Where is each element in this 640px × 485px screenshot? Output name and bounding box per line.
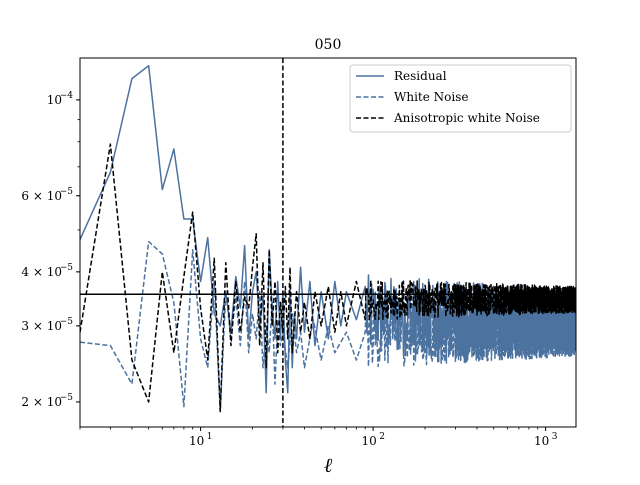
reference-lines xyxy=(80,58,576,427)
chart-title: 050 xyxy=(315,37,342,53)
legend-label-2: Anisotropic white Noise xyxy=(393,111,540,125)
y-tick-label: 3 × 10 xyxy=(21,319,62,333)
x-tick-label: 10 xyxy=(534,434,549,448)
y-tick-label: 6 × 10 xyxy=(21,189,62,203)
x-tick-label: 10 xyxy=(189,434,204,448)
y-tick-label: 10 xyxy=(47,93,62,107)
x-tick-exponent: 3 xyxy=(552,432,558,442)
legend-label-1: White Noise xyxy=(394,90,468,104)
x-tick-exponent: 2 xyxy=(379,432,385,442)
y-tick-exponent: −5 xyxy=(60,263,74,273)
legend-label-0: Residual xyxy=(394,69,447,83)
series-layer xyxy=(80,64,576,413)
x-axis-label: ℓ xyxy=(324,453,333,477)
y-tick-label: 4 × 10 xyxy=(21,265,62,279)
plot-frame xyxy=(79,57,577,428)
x-tick-label: 10 xyxy=(361,434,376,448)
y-tick-exponent: −5 xyxy=(60,393,74,403)
y-tick-exponent: −5 xyxy=(60,187,74,197)
legend-box xyxy=(349,64,572,133)
axes: 10 1 10 2 10 3−410−56 × 10−54 × 10−53 × 10−52… xyxy=(21,91,557,448)
y-tick-exponent: −4 xyxy=(60,91,74,101)
y-tick-label: 2 × 10 xyxy=(21,395,62,409)
y-tick-exponent: −5 xyxy=(60,317,74,327)
series-line-1 xyxy=(80,240,576,413)
series-line-2 xyxy=(80,143,576,413)
x-tick-exponent: 1 xyxy=(207,432,213,442)
legend: Residual White Noise Anisotropic white Noi… xyxy=(349,64,572,133)
